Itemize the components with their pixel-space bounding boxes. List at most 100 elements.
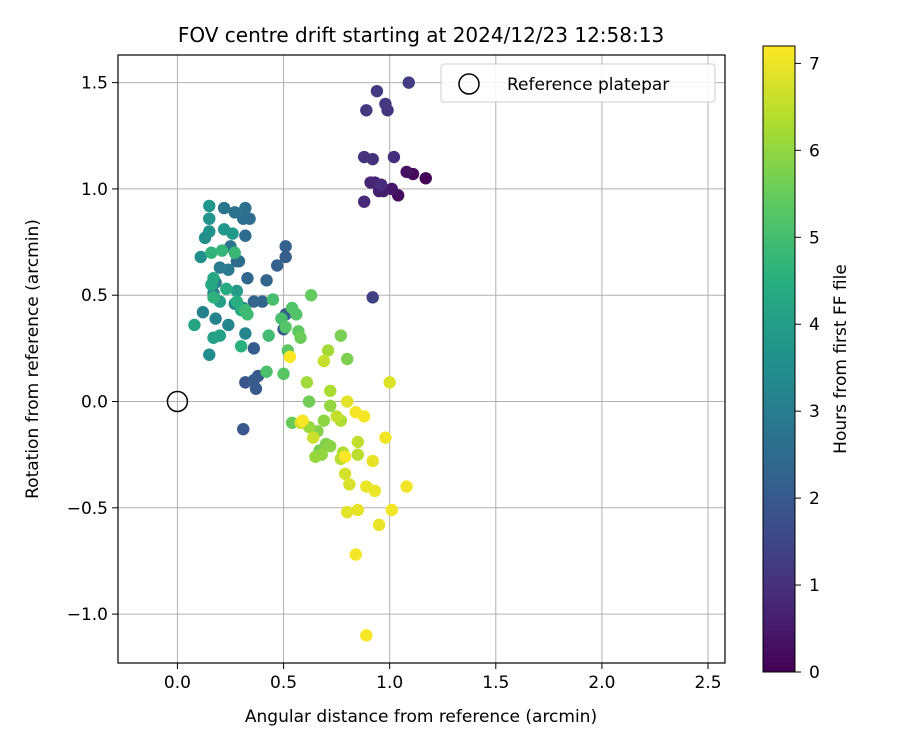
- scatter-point: [368, 484, 382, 498]
- scatter-point: [203, 199, 216, 213]
- scatter-point: [351, 503, 365, 517]
- x-tick-label: 2.5: [694, 673, 721, 693]
- scatter-point: [230, 284, 244, 298]
- scatter-point: [387, 150, 401, 164]
- y-tick-label: 0.0: [81, 393, 108, 413]
- y-tick-label: 1.0: [81, 180, 108, 200]
- scatter-point: [300, 376, 314, 389]
- scatter-point: [230, 295, 244, 308]
- scatter-point: [341, 505, 354, 519]
- scatter-point: [285, 416, 299, 429]
- scatter-point: [379, 431, 392, 444]
- scatter-point: [383, 376, 396, 389]
- scatter-point: [400, 480, 413, 493]
- axis-ticks: 0.0 0.5 1.0 1.5 2.0 2.5 −1.0 −0.5 0.0 0.5 1.0 1.5: [67, 74, 722, 693]
- colorbar-tick-label: 3: [809, 402, 820, 422]
- scatter-point: [247, 295, 261, 308]
- scatter-point: [239, 201, 252, 215]
- legend-marker-icon: [458, 73, 480, 95]
- scatter-point: [262, 329, 275, 342]
- scatter-point: [241, 308, 254, 321]
- x-tick-label: 1.0: [376, 673, 403, 693]
- scatter-point: [279, 240, 292, 253]
- x-tick-label: 0.0: [164, 673, 191, 693]
- legend-box: [440, 63, 716, 103]
- scatter-point: [222, 318, 235, 332]
- colorbar-label: Hours from first FF file: [831, 264, 851, 454]
- colorbar: 0 1 2 3 4 5 6 7 Hours from first FF file: [762, 45, 851, 683]
- y-tick-label: 0.5: [81, 286, 108, 306]
- scatter-point: [341, 395, 354, 408]
- scatter-point: [366, 291, 379, 304]
- scatter-point: [330, 410, 343, 423]
- scatter-point: [256, 295, 269, 308]
- y-tick-label: 1.5: [81, 74, 108, 94]
- scatter-point: [196, 306, 210, 319]
- scatter-point: [188, 318, 201, 332]
- scatter-point: [349, 548, 362, 561]
- colorbar-tick-label: 4: [809, 315, 820, 335]
- scatter-point: [237, 212, 250, 225]
- x-tick-label: 1.5: [482, 673, 509, 693]
- colorbar-tick-label: 0: [809, 663, 820, 683]
- scatter-point: [217, 201, 231, 215]
- y-axis-label: Rotation from reference (arcmin): [23, 219, 43, 499]
- scatter-point: [239, 327, 252, 340]
- plot-frame: [117, 54, 726, 664]
- scatter-point: [402, 76, 415, 89]
- scatter-point: [234, 340, 248, 353]
- scatter-point: [290, 308, 303, 321]
- x-tick-label: 2.0: [588, 673, 615, 693]
- scatter-point: [341, 352, 354, 366]
- scatter-point: [351, 448, 365, 461]
- scatter-point: [372, 518, 386, 532]
- scatter-point: [203, 212, 216, 225]
- scatter-points: [188, 76, 432, 642]
- scatter-point: [334, 329, 348, 342]
- colorbar-tick-label: 6: [809, 141, 820, 161]
- scatter-point: [324, 439, 337, 453]
- colorbar-tick-label: 5: [809, 228, 820, 248]
- scatter-point: [324, 384, 337, 398]
- scatter-point: [302, 395, 316, 408]
- scatter-point: [228, 206, 241, 219]
- legend-label: Reference platepar: [507, 75, 669, 95]
- scatter-point: [338, 467, 352, 480]
- scatter-point: [379, 97, 392, 111]
- scatter-point: [279, 250, 292, 264]
- y-tick-label: −1.0: [67, 605, 108, 625]
- grid-lines: [118, 55, 725, 663]
- scatter-point: [317, 354, 331, 368]
- scatter-point: [366, 454, 379, 468]
- scatter-point: [324, 399, 337, 412]
- reference-platepar-marker: [166, 390, 189, 413]
- scatter-point: [203, 348, 216, 361]
- scatter-point: [270, 259, 284, 272]
- scatter-point: [317, 414, 331, 427]
- scatter-point: [205, 246, 218, 259]
- scatter-point: [385, 503, 398, 517]
- scatter-point: [309, 450, 322, 463]
- scatter-point: [304, 289, 318, 302]
- scatter-point: [338, 450, 352, 463]
- colorbar-tick-label: 7: [809, 54, 820, 74]
- scatter-point: [228, 246, 241, 259]
- colorbar-ticks: 0 1 2 3 4 5 6 7: [795, 54, 820, 683]
- scatter-point: [237, 422, 250, 436]
- scatter-point: [260, 365, 273, 378]
- scatter-point: [351, 435, 365, 449]
- scatter-point: [321, 344, 335, 357]
- x-tick-label: 0.5: [270, 673, 297, 693]
- scatter-point: [205, 278, 218, 291]
- scatter-point: [343, 478, 356, 491]
- plot-area: [118, 55, 725, 663]
- scatter-point: [247, 374, 261, 387]
- scatter-point: [247, 342, 261, 355]
- scatter-point: [213, 261, 227, 274]
- scatter-point: [266, 293, 280, 306]
- scatter-point: [203, 225, 216, 238]
- chart-title: FOV centre drift starting at 2024/12/23 …: [178, 23, 664, 47]
- scatter-point: [207, 291, 220, 304]
